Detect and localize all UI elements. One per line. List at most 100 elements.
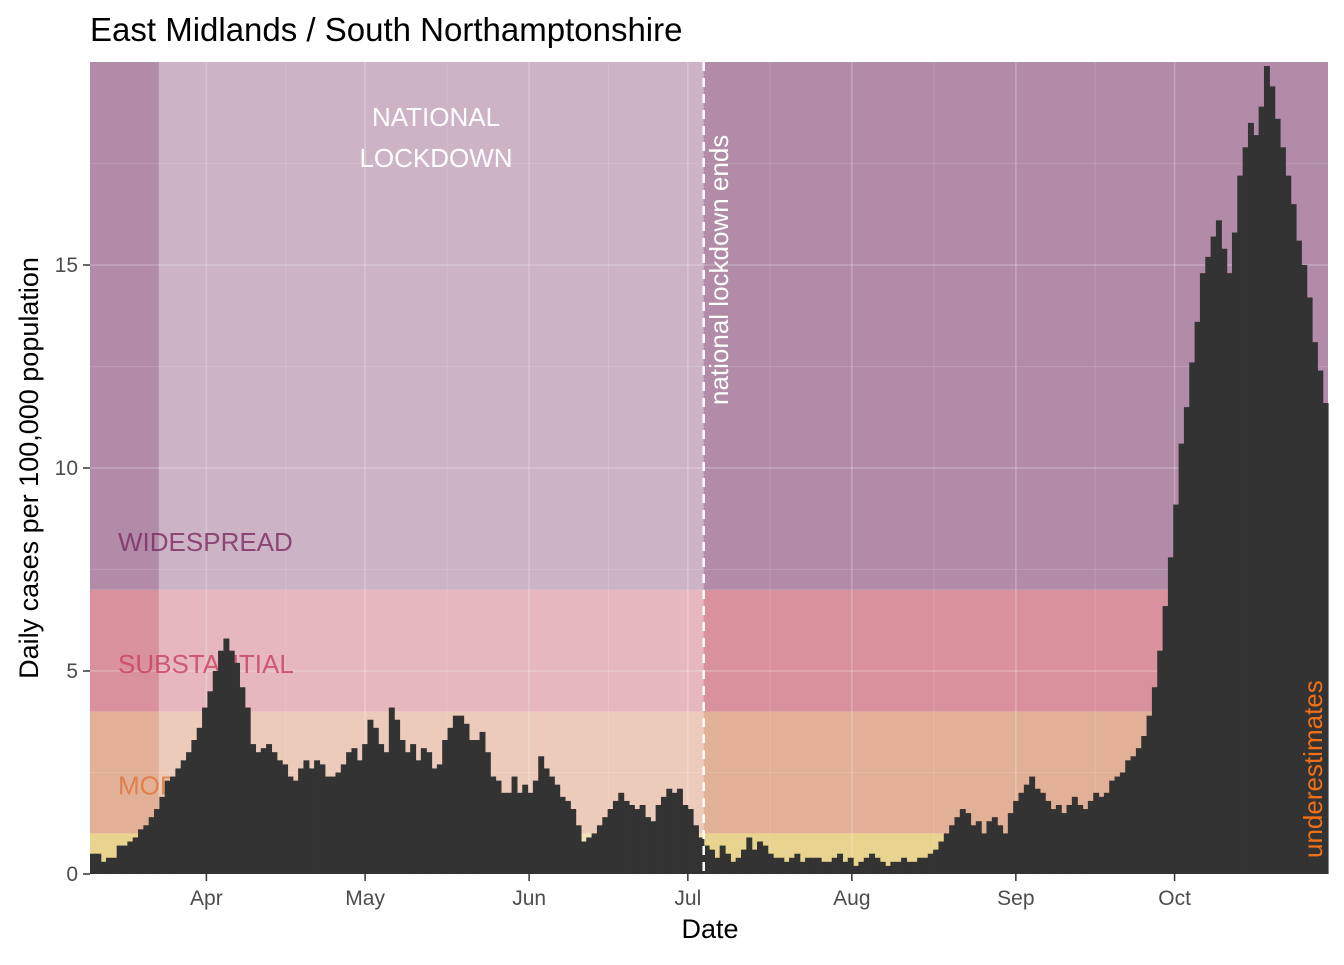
- bar: [1050, 809, 1057, 874]
- bar: [431, 768, 438, 874]
- bar: [858, 861, 865, 874]
- bar: [292, 780, 299, 874]
- bar: [853, 865, 860, 874]
- bar: [1151, 687, 1158, 874]
- y-tick-label: 10: [55, 457, 78, 480]
- bar: [250, 744, 257, 874]
- bar: [917, 857, 924, 874]
- bar: [1119, 772, 1126, 874]
- bar: [564, 800, 571, 874]
- bar: [335, 772, 342, 874]
- bar: [506, 792, 513, 874]
- bar: [426, 752, 433, 874]
- bar: [495, 780, 502, 874]
- bar: [1205, 256, 1212, 874]
- bar: [799, 861, 806, 874]
- bar: [970, 825, 977, 874]
- bar: [1178, 443, 1185, 874]
- bar: [100, 861, 107, 874]
- band-label-widespread: WIDESPREAD: [118, 527, 293, 557]
- x-tick-label: May: [345, 887, 385, 910]
- bar: [1189, 362, 1196, 874]
- bar: [287, 776, 294, 874]
- bar: [244, 707, 251, 874]
- bar: [207, 691, 214, 874]
- bar: [410, 744, 417, 874]
- bar: [436, 764, 443, 874]
- bar: [138, 829, 144, 874]
- bar: [266, 744, 273, 874]
- bar: [805, 857, 811, 874]
- bar: [1093, 792, 1100, 874]
- bar: [885, 865, 892, 874]
- x-tick-label: Jun: [512, 887, 546, 910]
- bar: [356, 760, 363, 874]
- bar: [148, 817, 155, 874]
- bar: [815, 857, 822, 874]
- bar: [319, 764, 326, 874]
- bar: [554, 784, 561, 874]
- bar: [591, 833, 598, 874]
- bar: [666, 788, 673, 874]
- bars: [90, 66, 1329, 875]
- bar: [1263, 66, 1270, 874]
- bar: [239, 687, 246, 874]
- bar: [847, 857, 854, 874]
- bar: [538, 756, 545, 874]
- bar: [1013, 800, 1020, 874]
- bar: [116, 845, 123, 874]
- bar: [180, 760, 187, 874]
- bar: [1199, 273, 1206, 874]
- bar: [420, 748, 427, 874]
- bar: [831, 857, 838, 874]
- bar: [522, 784, 529, 874]
- bar: [527, 792, 534, 874]
- bar: [1322, 403, 1329, 874]
- bar: [404, 752, 411, 874]
- y-tick-label: 0: [66, 863, 78, 886]
- bar: [1018, 792, 1025, 874]
- bar: [1162, 606, 1169, 874]
- bar: [757, 841, 763, 874]
- bar: [1295, 240, 1302, 874]
- bar: [1103, 792, 1110, 874]
- bar: [1258, 106, 1265, 874]
- bar: [911, 861, 918, 874]
- bar: [869, 853, 876, 874]
- bar: [1231, 232, 1238, 874]
- bar: [351, 748, 358, 874]
- bar: [543, 768, 550, 874]
- bar: [1125, 760, 1132, 874]
- bar: [95, 853, 102, 874]
- bar: [1173, 504, 1180, 874]
- bar: [1007, 813, 1014, 874]
- bar: [175, 768, 182, 874]
- bar: [650, 821, 657, 874]
- bar: [837, 853, 844, 874]
- bar: [314, 760, 321, 874]
- bar: [842, 861, 849, 874]
- axes: 0 5 10 15 Apr May Jun Jul Aug Sep Oct: [55, 254, 1191, 910]
- bar: [1146, 715, 1153, 874]
- bar: [975, 821, 982, 874]
- bar: [1002, 833, 1009, 874]
- bar: [548, 776, 555, 874]
- bar: [415, 760, 422, 874]
- bar: [682, 804, 689, 874]
- chart-title: East Midlands / South Northamptonshire: [90, 11, 682, 48]
- bar: [122, 845, 128, 874]
- bar: [965, 813, 972, 874]
- bar: [949, 825, 956, 874]
- bar: [223, 638, 230, 874]
- bar: [794, 853, 801, 874]
- bar: [570, 809, 577, 874]
- bar: [388, 707, 395, 874]
- bar: [484, 752, 491, 874]
- bar: [1269, 86, 1276, 875]
- band-substantial: [90, 589, 1328, 712]
- bar: [228, 650, 235, 874]
- bar: [623, 800, 630, 874]
- bar: [1061, 813, 1068, 874]
